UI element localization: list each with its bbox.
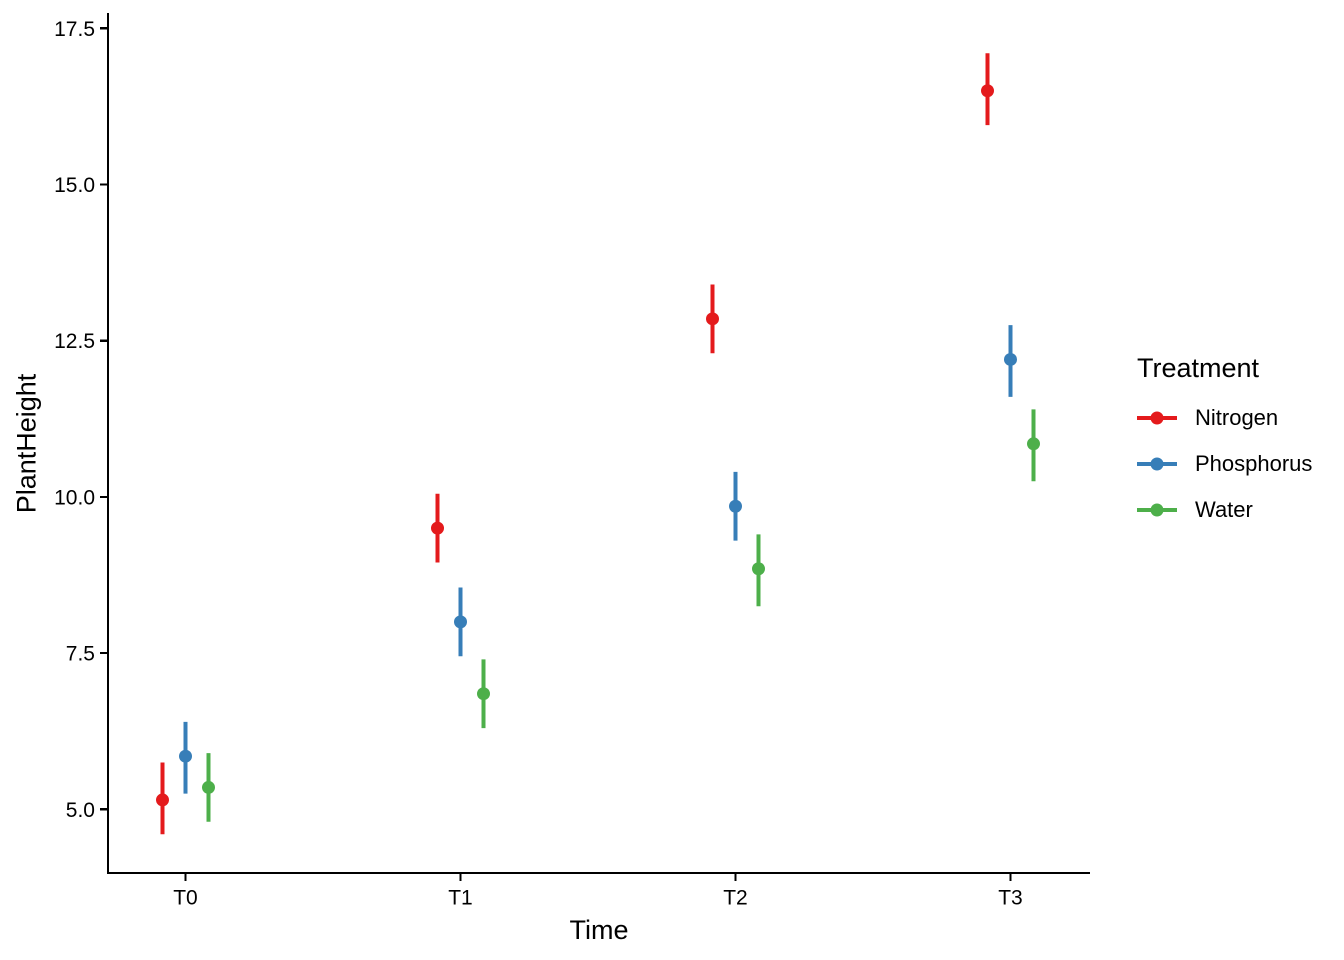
series-nitrogen [156, 53, 994, 835]
y-tick-label: 15.0 [54, 174, 95, 197]
point-water-t0 [202, 780, 215, 794]
legend-items: Nitrogen Phosphorus Water [1137, 402, 1312, 526]
point-water-t3 [1027, 437, 1040, 451]
y-tick-label: 17.5 [54, 18, 95, 41]
point-nitrogen-t1 [431, 521, 444, 535]
y-tick-label: 5.0 [66, 799, 95, 822]
y-tick-label: 10.0 [54, 486, 95, 509]
legend-item-nitrogen: Nitrogen [1137, 402, 1312, 434]
legend-label: Nitrogen [1195, 405, 1279, 430]
point-phosphorus-t3 [1004, 352, 1017, 366]
series-water [202, 409, 1040, 822]
series-phosphorus [179, 325, 1017, 794]
legend: Treatment Nitrogen Phosphorus [1137, 353, 1312, 540]
point-nitrogen-t3 [981, 84, 994, 98]
point-phosphorus-t2 [729, 499, 742, 513]
y-axis: 5.0 7.5 10.0 12.5 15.0 17.5 [54, 18, 108, 822]
point-water-t1 [477, 687, 490, 701]
legend-title: Treatment [1137, 353, 1260, 383]
key-dot-icon [1150, 457, 1164, 471]
pointrange-key-icon [1137, 494, 1177, 526]
y-axis-title: PlantHeight [11, 13, 42, 873]
legend-label: Phosphorus [1195, 451, 1313, 476]
key-dot-icon [1150, 503, 1164, 517]
point-water-t2 [752, 562, 765, 576]
point-nitrogen-t2 [706, 312, 719, 326]
point-nitrogen-t0 [156, 793, 169, 807]
legend-item-phosphorus: Phosphorus [1137, 448, 1312, 480]
y-axis-title-text: PlantHeight [11, 373, 42, 513]
x-tick-label: T3 [998, 887, 1023, 910]
y-tick-label: 7.5 [66, 643, 95, 666]
pointrange-key-icon [1137, 402, 1177, 434]
point-phosphorus-t0 [179, 749, 192, 763]
x-tick-label: T2 [723, 887, 748, 910]
legend-item-water: Water [1137, 494, 1312, 526]
x-axis: T0 T1 T2 T3 [173, 873, 1023, 910]
point-phosphorus-t1 [454, 615, 467, 629]
x-tick-label: T0 [173, 887, 198, 910]
x-tick-label: T1 [448, 887, 473, 910]
legend-label: Water [1195, 497, 1253, 522]
y-tick-label: 12.5 [54, 330, 95, 353]
key-dot-icon [1150, 411, 1164, 425]
pointrange-key-icon [1137, 448, 1177, 480]
x-axis-title: Time [569, 915, 629, 945]
